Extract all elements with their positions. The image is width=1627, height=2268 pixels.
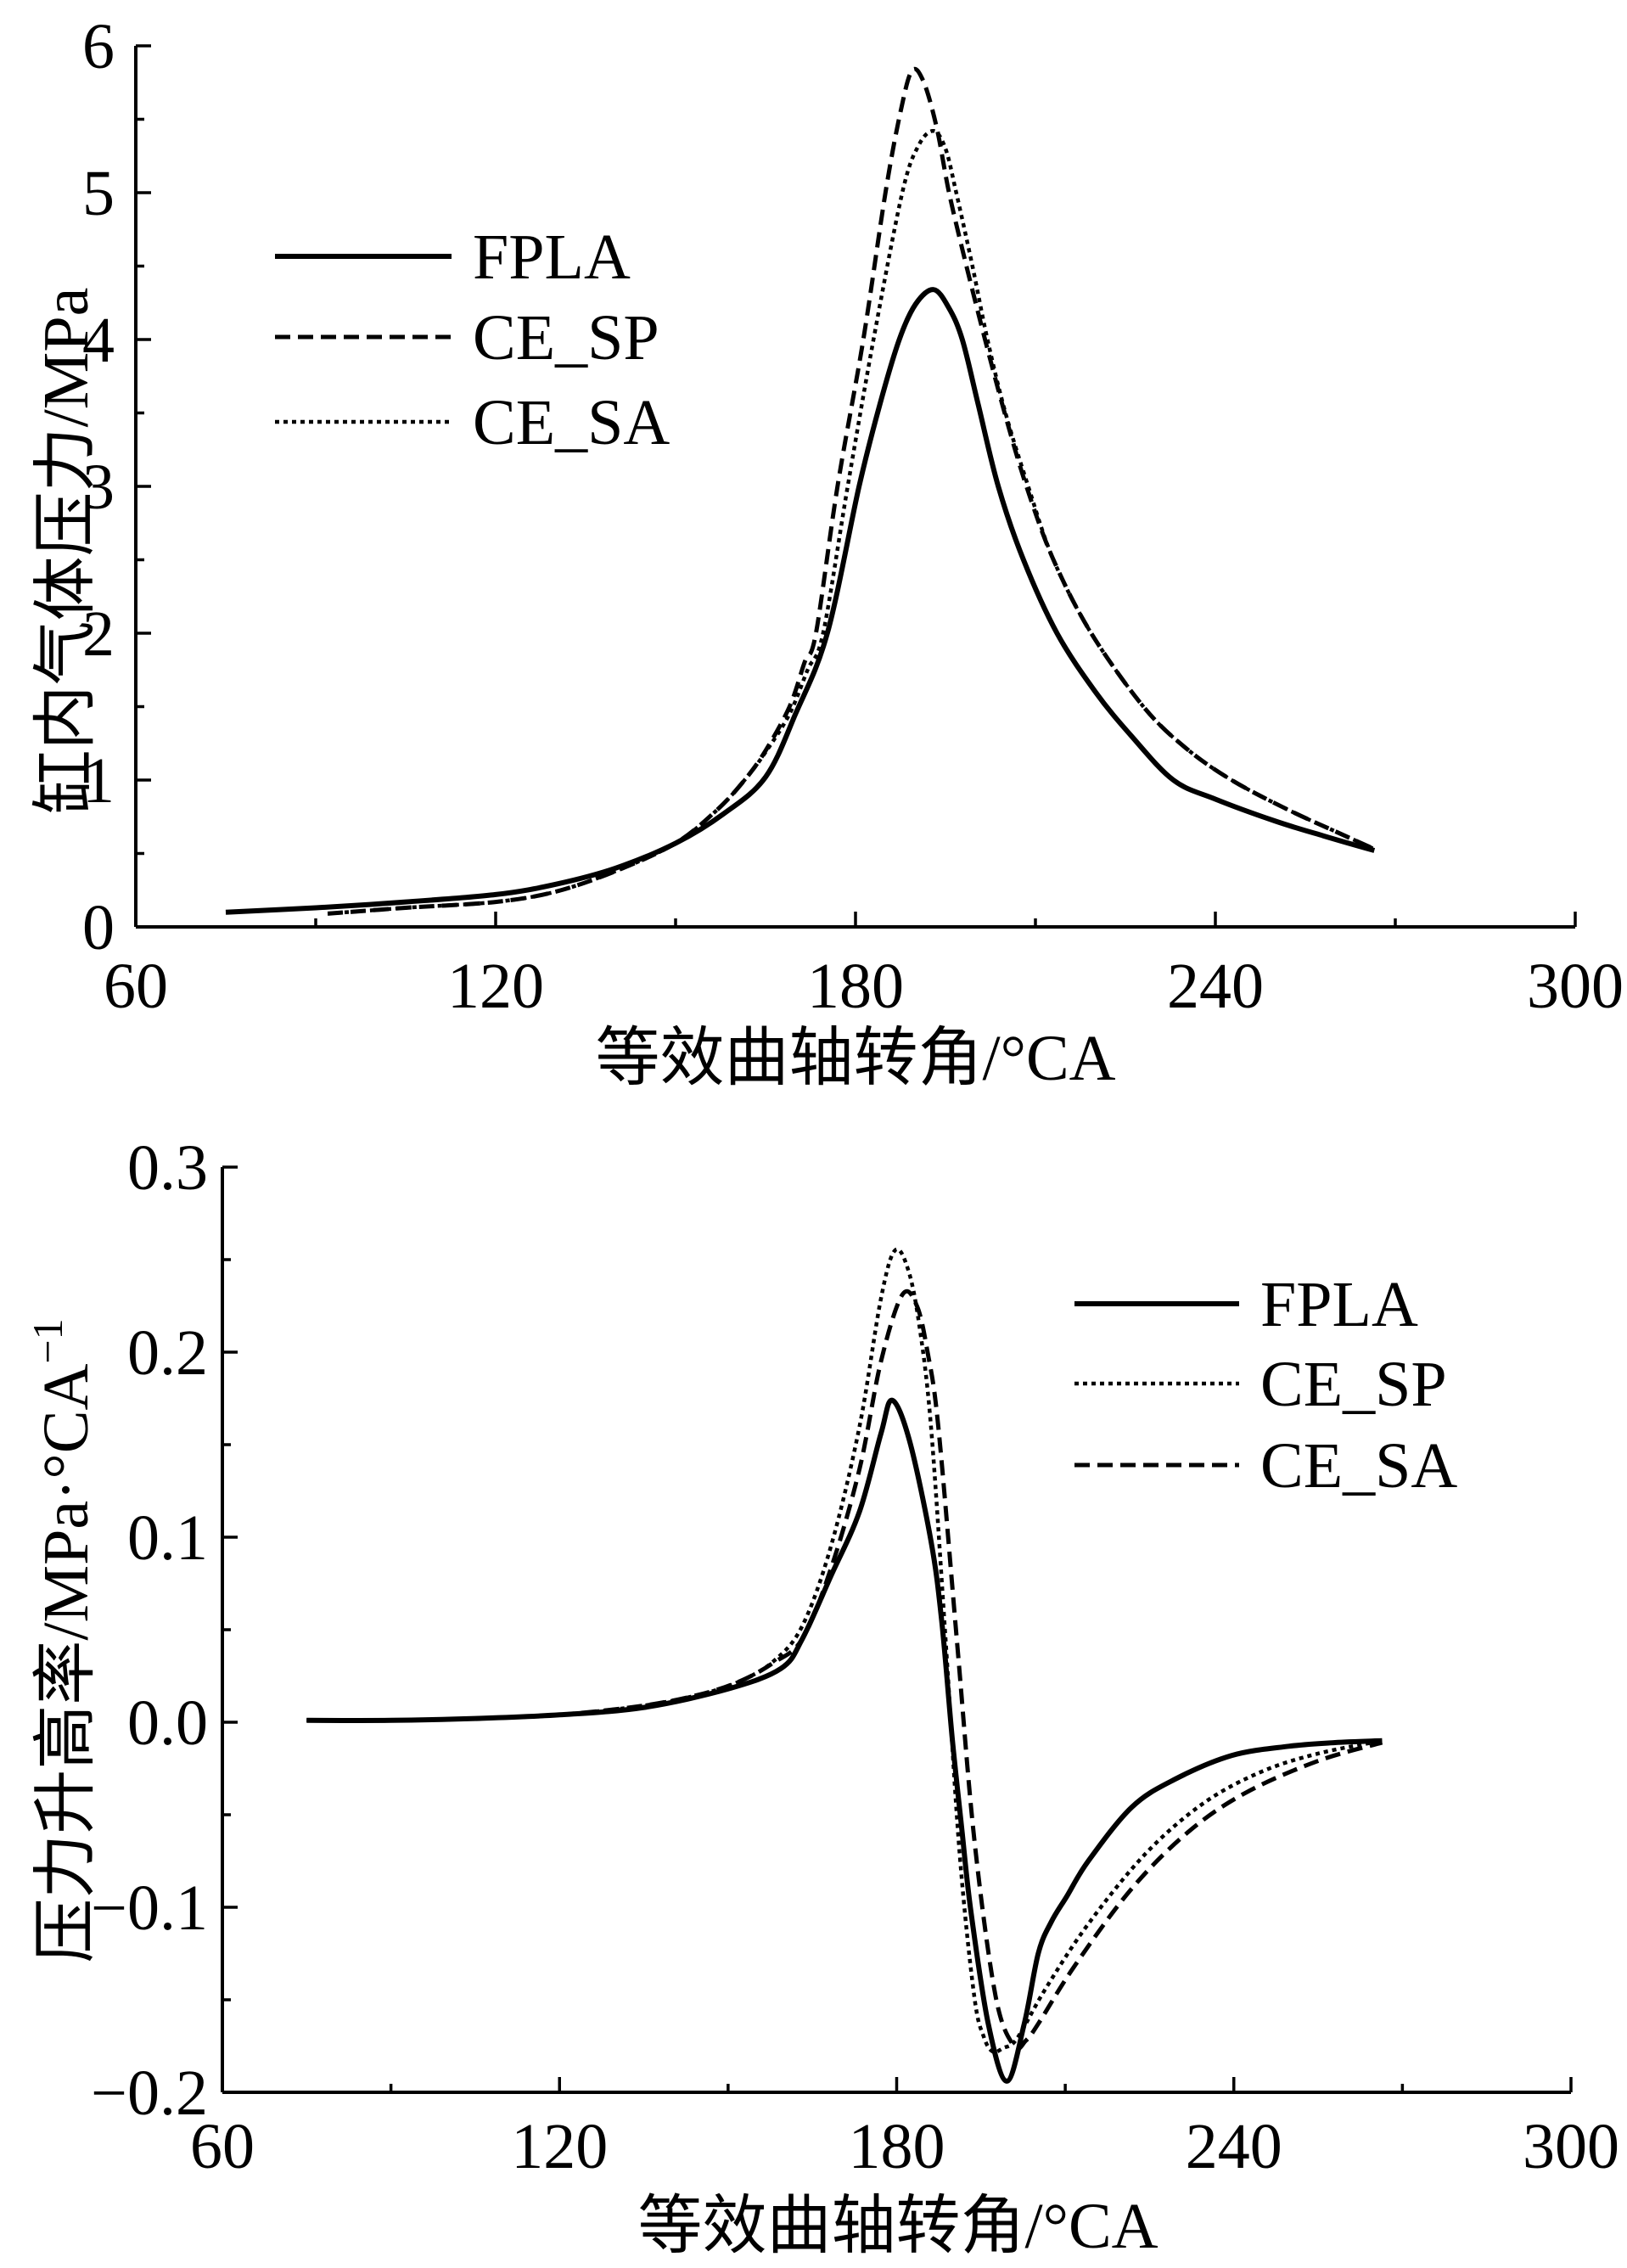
pressure-chart-x-tick-label: 180 <box>807 951 904 1022</box>
rate-chart-x-axis-label: 等效曲轴转角/°CA <box>637 2191 1158 2262</box>
pressure-chart-y-tick-label: 4 <box>82 305 115 376</box>
pressure-chart-y-tick-label: 1 <box>82 745 115 817</box>
rate-chart-series-ce-sa-line <box>306 1288 1383 2052</box>
pressure-chart-y-tick-label: 5 <box>82 158 115 229</box>
pressure-chart-x-tick-label: 120 <box>447 951 544 1022</box>
pressure-chart-x-axis-label: 等效曲轴转角/°CA <box>595 1023 1115 1094</box>
pressure-chart-legend-label-ce-sa: CE_SA <box>473 387 670 458</box>
pressure-chart-y-tick-label: 6 <box>82 11 115 82</box>
rate-chart-series-fpla-line <box>306 1397 1383 2084</box>
cylinder-pressure-chart: 等效曲轴转角/°CA 缸内气体压力/MPa 60 120 180 240 300 0 1 2 3… <box>31 11 1624 1094</box>
rate-chart-y-axis-label-text: 压力升高率/MPa·°CA <box>31 1364 102 1963</box>
rate-chart-y-axis-label: 压力升高率/MPa·°CA−1 <box>24 1318 102 1962</box>
rate-chart-y-tick-label: 0.2 <box>127 1317 208 1389</box>
pressure-chart-y-tick-label: 0 <box>82 892 115 963</box>
rate-chart-y-tick-label: −0.2 <box>91 2057 208 2129</box>
rate-chart-legend-label-ce-sa: CE_SA <box>1260 1430 1457 1502</box>
rate-chart-y-tick-label: −0.1 <box>91 1872 208 1944</box>
rate-chart-x-tick-label: 240 <box>1186 2111 1282 2182</box>
rate-chart-x-tick-label: 60 <box>190 2111 255 2182</box>
rate-chart-y-tick-label: 0.0 <box>127 1687 208 1759</box>
rate-chart-series-ce-sp-line <box>306 1247 1383 2054</box>
rate-chart-x-tick-label: 300 <box>1523 2111 1619 2182</box>
rate-chart-y-tick-label: 0.1 <box>127 1502 208 1574</box>
pressure-chart-x-tick-label: 60 <box>104 951 168 1022</box>
rate-chart-legend-label-ce-sp: CE_SP <box>1260 1349 1447 1420</box>
rate-chart-y-tick-label: 0.3 <box>127 1132 208 1204</box>
pressure-chart-legend-label-ce-sp: CE_SP <box>473 302 659 373</box>
pressure-chart-x-tick-label: 240 <box>1167 951 1264 1022</box>
pressure-rise-rate-chart: 等效曲轴转角/°CA 压力升高率/MPa·°CA−1 60 120 180 240 30… <box>24 1132 1619 2262</box>
rate-chart-x-tick-label: 180 <box>849 2111 945 2182</box>
rate-chart-legend-label-fpla: FPLA <box>1260 1269 1418 1340</box>
rate-chart-y-axis-label-superscript: −1 <box>24 1318 71 1363</box>
rate-chart-x-tick-label: 120 <box>511 2111 608 2182</box>
pressure-chart-y-tick-label: 3 <box>82 452 115 523</box>
pressure-chart-x-tick-label: 300 <box>1527 951 1624 1022</box>
pressure-chart-legend-label-fpla: FPLA <box>473 222 631 293</box>
pressure-chart-y-axis-label: 缸内气体压力/MPa <box>31 288 102 815</box>
pressure-chart-series-fpla-line <box>225 287 1376 915</box>
pressure-chart-series-ce-sa-line <box>327 129 1376 916</box>
pressure-chart-y-tick-label: 2 <box>82 598 115 670</box>
pressure-chart-series-ce-sp-line <box>327 66 1376 916</box>
